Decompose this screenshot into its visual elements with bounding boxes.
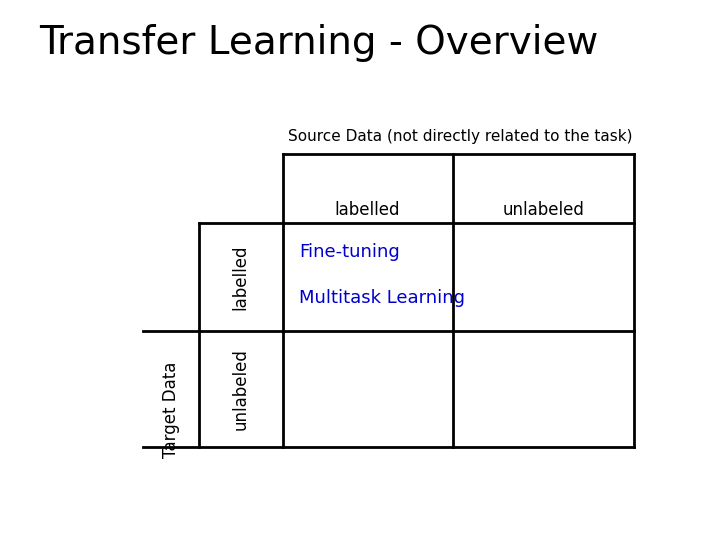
Text: labelled: labelled xyxy=(232,244,250,309)
Text: unlabeled: unlabeled xyxy=(503,201,585,219)
Text: Transfer Learning - Overview: Transfer Learning - Overview xyxy=(40,24,599,62)
Text: Target Data: Target Data xyxy=(162,362,180,458)
Text: Source Data (not directly related to the task): Source Data (not directly related to the… xyxy=(288,129,633,144)
Text: labelled: labelled xyxy=(335,201,400,219)
Text: unlabeled: unlabeled xyxy=(232,348,250,430)
Text: Multitask Learning: Multitask Learning xyxy=(300,289,465,307)
Text: Fine-tuning: Fine-tuning xyxy=(300,243,400,261)
